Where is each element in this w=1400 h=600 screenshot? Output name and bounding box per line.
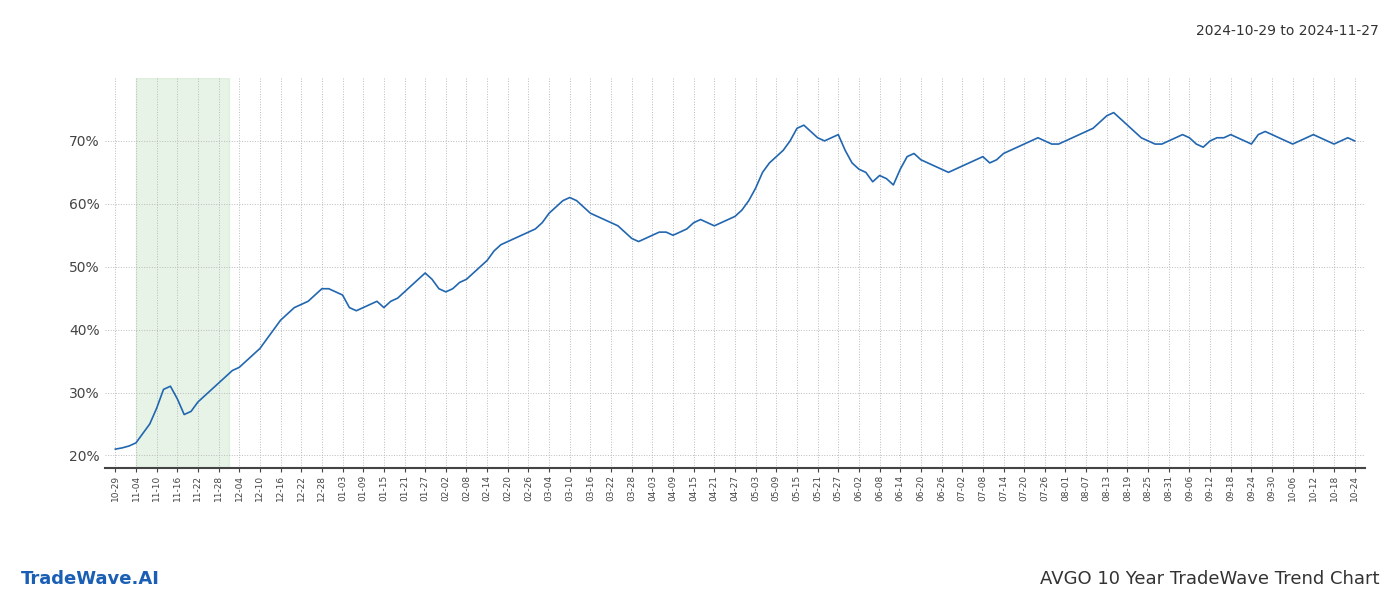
Text: 2024-10-29 to 2024-11-27: 2024-10-29 to 2024-11-27 (1196, 24, 1379, 38)
Text: TradeWave.AI: TradeWave.AI (21, 570, 160, 588)
Text: AVGO 10 Year TradeWave Trend Chart: AVGO 10 Year TradeWave Trend Chart (1039, 570, 1379, 588)
Bar (136, 78, 230, 468)
